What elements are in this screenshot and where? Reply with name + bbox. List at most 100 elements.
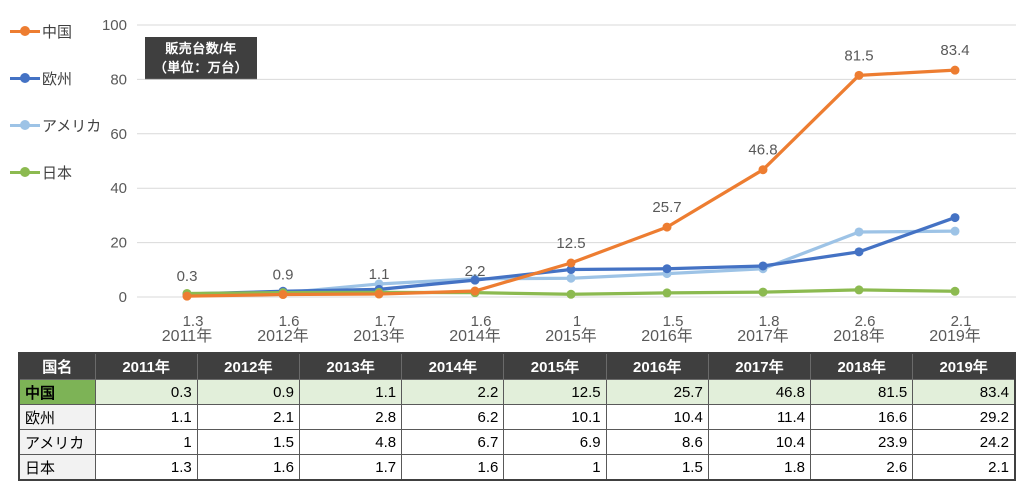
svg-text:2.2: 2.2 — [465, 263, 486, 280]
series-data-labels: 0.3 0.9 1.1 2.2 12.5 25.7 46.8 81.5 83.4 — [177, 42, 970, 285]
svg-text:2012年: 2012年 — [257, 327, 309, 345]
table-header-row: 国名 2011年 2012年 2013年 2014年 2015年 2016年 2017年 201… — [18, 352, 1016, 380]
row-header-country: 中国 — [18, 379, 96, 405]
line-chart: 中国 欧州 アメリカ 日本 販売台数/年 （単位：万台） 0 20 40 60 80 10… — [10, 17, 1016, 345]
svg-text:2018年: 2018年 — [833, 327, 885, 345]
legend-label: アメリカ — [42, 117, 102, 135]
svg-text:2.6: 2.6 — [855, 313, 876, 330]
table-header-year: 2011年 — [94, 352, 198, 380]
svg-text:1.1: 1.1 — [369, 266, 390, 283]
gridlines — [137, 24, 1016, 298]
svg-text:1.6: 1.6 — [471, 313, 492, 330]
series-line-china — [182, 65, 960, 301]
table-cell: 1 — [503, 454, 607, 481]
svg-text:2019年: 2019年 — [929, 327, 981, 345]
row-header-country: アメリカ — [18, 429, 96, 455]
svg-text:83.4: 83.4 — [940, 42, 969, 59]
line-marker-icon — [10, 73, 40, 83]
table-cell: 2.6 — [810, 454, 914, 481]
svg-text:80: 80 — [110, 71, 127, 88]
unit-label-line2: （単位：万台） — [153, 59, 249, 75]
table-cell: 46.8 — [707, 379, 812, 405]
table-header-year: 2019年 — [912, 352, 1016, 380]
table-cell: 8.6 — [605, 429, 709, 455]
table-header-year: 2017年 — [707, 352, 812, 380]
table-cell: 1.1 — [298, 379, 403, 405]
svg-text:20: 20 — [110, 235, 127, 252]
legend-label: 日本 — [42, 164, 73, 182]
table-cell: 2.1 — [196, 404, 300, 430]
table-cell: 29.2 — [912, 404, 1016, 430]
table-cell: 1.5 — [196, 429, 300, 455]
line-marker-icon — [10, 120, 40, 130]
table-cell: 81.5 — [810, 379, 914, 405]
y-axis-ticks: 0 20 40 60 80 100 — [102, 17, 127, 306]
legend-label: 中国 — [42, 23, 73, 41]
table-cell: 11.4 — [707, 404, 812, 430]
table-cell: 6.7 — [401, 429, 505, 455]
svg-text:1: 1 — [573, 313, 581, 330]
table-cell: 16.6 — [810, 404, 914, 430]
chart-legend: 中国 欧州 アメリカ 日本 — [10, 18, 130, 206]
table-cell: 1.6 — [401, 454, 505, 481]
svg-text:2011年: 2011年 — [162, 327, 212, 345]
table-cell: 0.3 — [94, 379, 198, 405]
table-cell: 1.7 — [298, 454, 403, 481]
table-cell: 2.8 — [298, 404, 403, 430]
table-header-country: 国名 — [18, 352, 96, 380]
table-row: アメリカ 1 1.5 4.8 6.7 6.9 8.6 10.4 23.9 24.2 — [18, 429, 1016, 455]
svg-text:40: 40 — [110, 180, 127, 197]
x-axis-labels: 1.32011年1.62012年1.72013年1.62014年12015年1.… — [162, 313, 981, 345]
row-header-country: 日本 — [18, 454, 96, 481]
table-cell: 1.1 — [94, 404, 198, 430]
legend-item-europe: 欧州 — [10, 65, 130, 91]
row-header-country: 欧州 — [18, 404, 96, 430]
table-cell: 1.5 — [605, 454, 709, 481]
table-cell: 10.4 — [707, 429, 812, 455]
table-row: 欧州 1.1 2.1 2.8 6.2 10.1 10.4 11.4 16.6 29.2 — [18, 404, 1016, 430]
table-cell: 1.8 — [707, 454, 812, 481]
table-header-year: 2014年 — [401, 352, 505, 380]
table-cell: 0.9 — [196, 379, 300, 405]
table-header-year: 2012年 — [196, 352, 300, 380]
table-cell: 25.7 — [605, 379, 709, 405]
table-cell: 12.5 — [503, 379, 607, 405]
svg-text:81.5: 81.5 — [844, 47, 873, 64]
table-cell: 24.2 — [912, 429, 1016, 455]
svg-text:2.1: 2.1 — [951, 313, 972, 330]
svg-text:2015年: 2015年 — [545, 327, 597, 345]
table-cell: 6.2 — [401, 404, 505, 430]
table-row: 中国 0.3 0.9 1.1 2.2 12.5 25.7 46.8 81.5 83.4 — [18, 379, 1016, 405]
table-header-year: 2015年 — [503, 352, 607, 380]
line-marker-icon — [10, 26, 40, 36]
svg-text:1.3: 1.3 — [183, 313, 204, 330]
svg-text:12.5: 12.5 — [556, 235, 585, 252]
chart-plot: 0204060801001.32011年1.62012年1.72013年1.62… — [102, 17, 1016, 345]
table-cell: 6.9 — [503, 429, 607, 455]
svg-text:1.8: 1.8 — [759, 313, 780, 330]
data-table: 国名 2011年 2012年 2013年 2014年 2015年 2016年 2017年 201… — [18, 352, 1016, 481]
legend-item-china: 中国 — [10, 18, 130, 44]
svg-text:100: 100 — [102, 17, 127, 34]
svg-text:1.6: 1.6 — [279, 313, 300, 330]
table-cell: 10.4 — [605, 404, 709, 430]
svg-text:46.8: 46.8 — [748, 142, 777, 159]
table-cell: 4.8 — [298, 429, 403, 455]
series-line-europe — [182, 213, 960, 299]
svg-text:0: 0 — [119, 289, 127, 306]
table-cell: 23.9 — [810, 429, 914, 455]
table-row: 日本 1.3 1.6 1.7 1.6 1 1.5 1.8 2.6 2.1 — [18, 454, 1016, 481]
table-header-year: 2016年 — [605, 352, 709, 380]
table-header-year: 2018年 — [810, 352, 914, 380]
table-cell: 1.3 — [94, 454, 198, 481]
table-cell: 2.1 — [912, 454, 1016, 481]
line-marker-icon — [10, 167, 40, 177]
data-table-wrap: 国名 2011年 2012年 2013年 2014年 2015年 2016年 2017年 201… — [18, 352, 1016, 481]
svg-text:2017年: 2017年 — [737, 327, 789, 345]
unit-label-box: 販売台数/年 （単位：万台） — [145, 37, 257, 80]
svg-text:25.7: 25.7 — [652, 199, 681, 216]
svg-text:60: 60 — [110, 126, 127, 143]
svg-text:0.3: 0.3 — [177, 268, 198, 285]
table-cell: 1.6 — [196, 454, 300, 481]
